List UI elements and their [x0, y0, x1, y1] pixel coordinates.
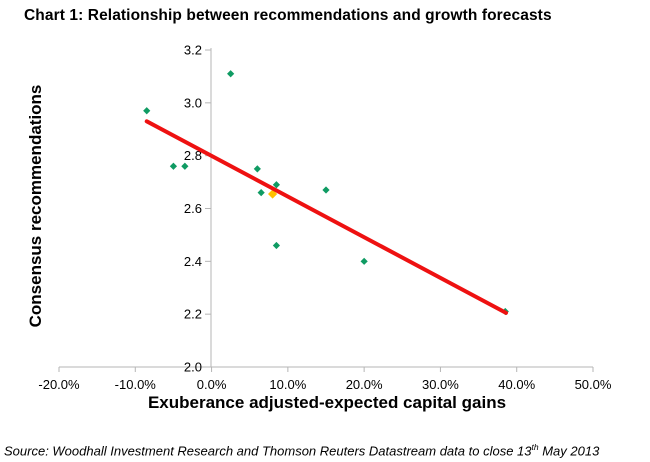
data-point: [143, 107, 151, 115]
data-point: [169, 162, 178, 170]
data-point: [227, 70, 235, 78]
source-text-suffix: May 2013: [538, 443, 600, 459]
y-axis-tick-label: 3.2: [184, 43, 202, 58]
x-axis-tick-label: 30.0%: [422, 377, 459, 392]
data-point: [253, 165, 261, 173]
x-axis-tick-label: 0.0%: [197, 377, 227, 392]
x-axis-title: Exuberance adjusted-expected capital gai…: [147, 393, 507, 412]
data-point: [272, 181, 281, 189]
y-axis-tick-label: 2.4: [184, 254, 202, 269]
y-axis-tick-label: 2.2: [184, 307, 202, 322]
x-axis-tick-label: 10.0%: [269, 377, 306, 392]
trendline: [144, 119, 509, 315]
source-superscript: th: [531, 442, 539, 452]
data-point: [360, 257, 368, 265]
data-point: [181, 162, 189, 170]
y-axis-tick-label: 3.0: [184, 95, 202, 110]
source-text: Source: Woodhall Investment Research and…: [4, 443, 532, 459]
data-point: [257, 189, 265, 197]
data-point: [272, 241, 281, 250]
x-axis-tick-label: 50.0%: [575, 377, 612, 392]
data-point: [322, 186, 330, 194]
x-axis-tick-label: -20.0%: [38, 377, 80, 392]
highlighted-data-point: [268, 189, 278, 199]
x-axis-tick-label: 40.0%: [498, 377, 535, 392]
x-axis-tick-label: 20.0%: [346, 377, 383, 392]
y-axis-tick-label: 2.8: [184, 148, 202, 163]
chart-title: Chart 1: Relationship between recommenda…: [24, 7, 552, 24]
source-note: Source: Woodhall Investment Research and…: [4, 442, 599, 458]
y-axis-tick-label: 2.6: [184, 201, 202, 216]
x-axis-tick-label: -10.0%: [115, 377, 157, 392]
y-axis-tick-label: 2.0: [184, 360, 202, 375]
